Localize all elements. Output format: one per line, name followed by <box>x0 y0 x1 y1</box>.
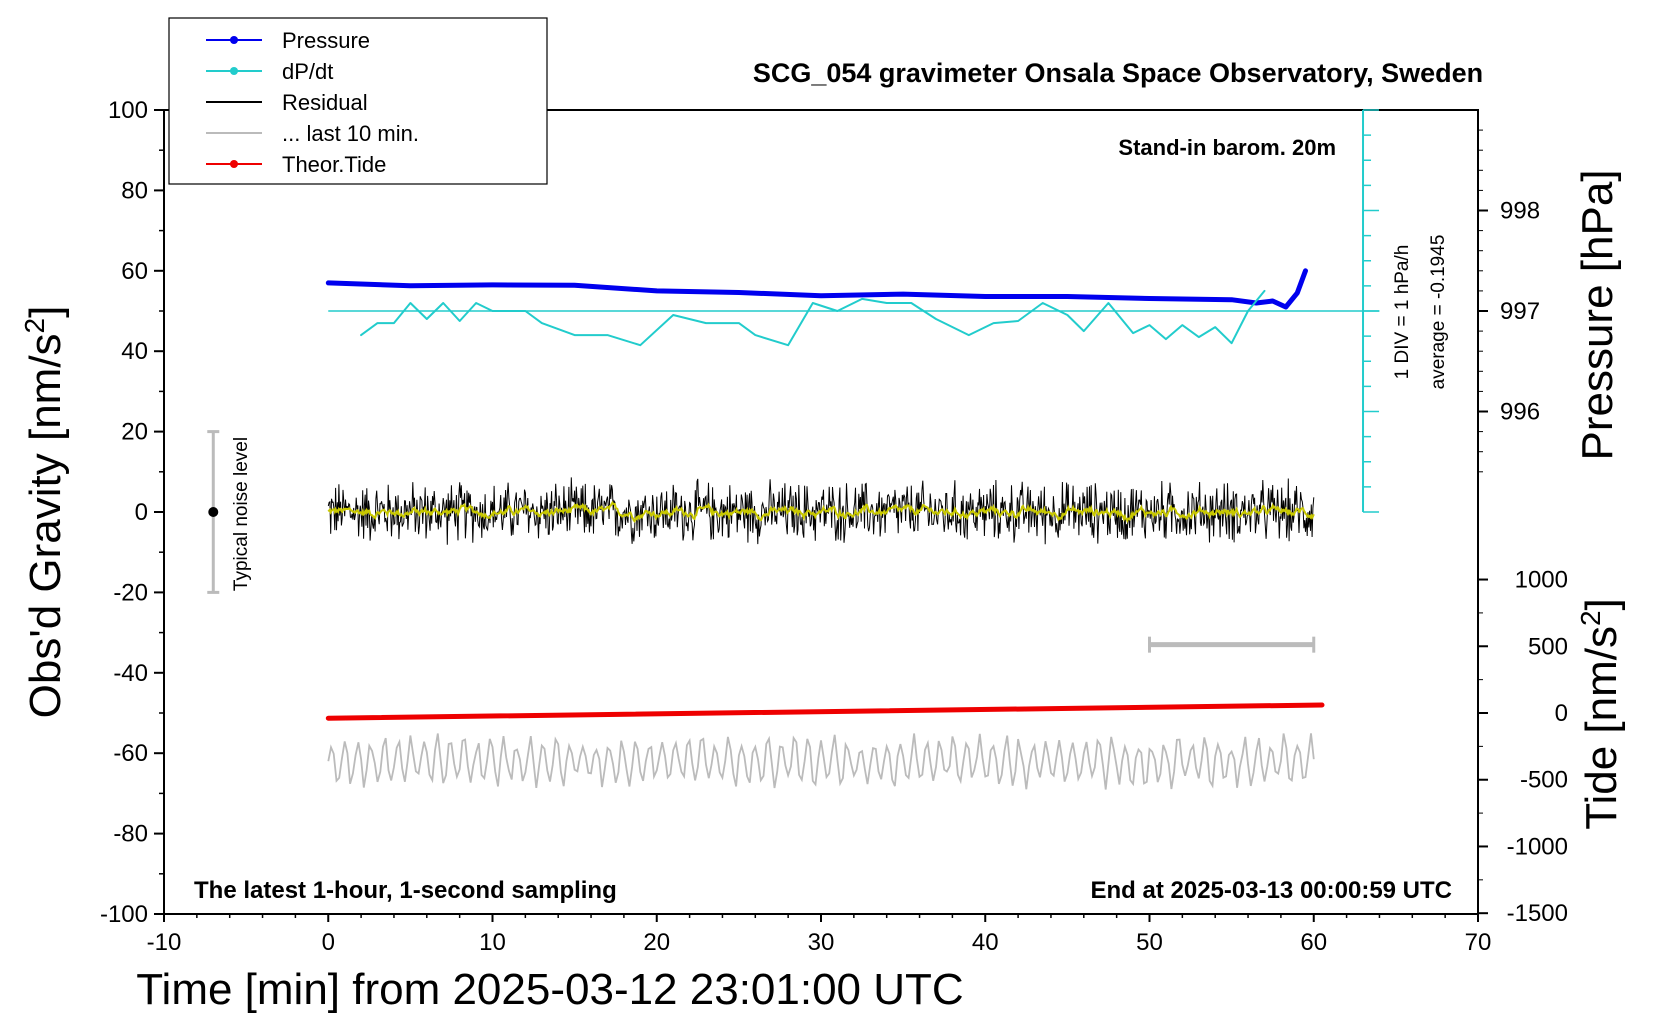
y-tick-label: 60 <box>121 258 148 285</box>
legend-label: dP/dt <box>282 59 333 84</box>
y-tick-label: -40 <box>113 660 148 687</box>
end-at-annotation: End at 2025-03-13 00:00:59 UTC <box>1091 877 1453 904</box>
x-tick-label: 30 <box>808 929 835 956</box>
x-tick-label: 40 <box>972 929 999 956</box>
legend-label: Theor.Tide <box>282 152 386 177</box>
ticks-layer: -10 0 10 20 30 40 50 60 70100806040200-20-40-60-… <box>100 97 1568 956</box>
y-axis-label-left: Obs'd Gravity [nm/s2] <box>19 306 70 719</box>
theor-tide-line <box>325 702 1325 721</box>
tide-tick-label: 0 <box>1555 700 1568 727</box>
latest-annotation: The latest 1-hour, 1-second sampling <box>194 877 617 904</box>
tide-tick-label: 1000 <box>1515 567 1568 594</box>
legend-label: Residual <box>282 90 368 115</box>
y-tick-label: -20 <box>113 579 148 606</box>
series-layer <box>207 109 1380 790</box>
y-axis-label-tide: Tide [nm/s2] <box>1575 598 1626 830</box>
x-axis-label: Time [min] from 2025-03-12 23:01:00 UTC <box>136 965 963 1014</box>
y-tick-label: -80 <box>113 821 148 848</box>
pressure-tick-label: 998 <box>1500 198 1540 225</box>
last-10-min-line <box>327 733 1315 790</box>
y-tick-label: -100 <box>100 901 148 928</box>
legend-marker <box>230 160 238 168</box>
legend-marker <box>230 67 238 75</box>
pressure-tick-label: 997 <box>1500 298 1540 325</box>
x-tick-label: 0 <box>322 929 335 956</box>
y-tick-label: 0 <box>135 499 148 526</box>
y-tick-label: 100 <box>108 97 148 124</box>
legend: Pressure dP/dt Residual ... last 10 min. The… <box>168 17 548 185</box>
residual-line <box>327 477 1315 545</box>
y-axis-label-pressure: Pressure [hPa] <box>1573 169 1622 460</box>
noise-label: Typical noise level <box>231 437 252 591</box>
y-tick-label: -60 <box>113 740 148 767</box>
tide-tick-label: -500 <box>1520 767 1568 794</box>
y-tick-label: 40 <box>121 338 148 365</box>
legend-label: Pressure <box>282 28 370 53</box>
x-tick-label: 70 <box>1465 929 1492 956</box>
x-tick-label: 50 <box>1136 929 1163 956</box>
stand-in-annotation: Stand-in barom. 20m <box>1118 135 1336 160</box>
legend-label: ... last 10 min. <box>282 121 419 146</box>
y-tick-label: 80 <box>121 177 148 204</box>
x-tick-label: 10 <box>479 929 506 956</box>
y-tick-label: 20 <box>121 419 148 446</box>
x-tick-label: 20 <box>643 929 670 956</box>
dp-dt-line <box>360 289 1266 347</box>
legend-marker <box>230 36 238 44</box>
x-tick-label: 60 <box>1300 929 1327 956</box>
div-label: 1 DIV = 1 hPa/h <box>1392 245 1413 380</box>
average-label: average = -0.1945 <box>1428 235 1449 390</box>
chart-title: SCG_054 gravimeter Onsala Space Observat… <box>753 58 1483 88</box>
tide-tick-label: -1500 <box>1507 900 1568 927</box>
x-tick-label: -10 <box>147 929 182 956</box>
noise-bar-center-dot <box>208 507 219 517</box>
residual-smoothed-line <box>327 500 1315 524</box>
pressure-line <box>325 268 1308 310</box>
pressure-tick-label: 996 <box>1500 399 1540 426</box>
tide-tick-label: -1000 <box>1507 833 1568 860</box>
tide-tick-label: 500 <box>1528 633 1568 660</box>
